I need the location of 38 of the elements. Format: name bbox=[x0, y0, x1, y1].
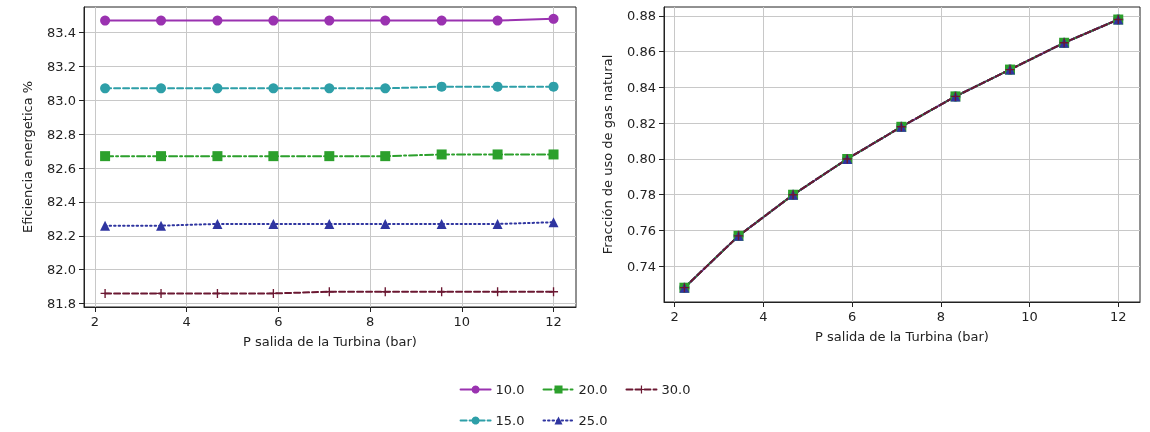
y-tick-label: 82.8 bbox=[47, 126, 76, 142]
y-tick-label: 82.4 bbox=[47, 194, 76, 210]
x-tick-label: 8 bbox=[936, 309, 945, 324]
y-tick-label: 0.74 bbox=[627, 258, 656, 274]
x-axis-title: P salida de la Turbina (bar) bbox=[815, 329, 989, 344]
legend-label: 10.0 bbox=[495, 382, 525, 397]
y-tick-label: 0.88 bbox=[627, 8, 656, 24]
x-axis-title: P salida de la Turbina (bar) bbox=[243, 334, 417, 349]
y-tick-label: 83.2 bbox=[47, 58, 76, 74]
legend-label: 30.0 bbox=[661, 382, 691, 397]
x-tick-label: 2 bbox=[90, 314, 100, 329]
y-axis-title: Fracción de uso de gas natural bbox=[600, 54, 615, 255]
y-tick-label: 0.86 bbox=[627, 44, 656, 60]
y-tick-label: 83.0 bbox=[47, 92, 76, 108]
x-tick-label: 10 bbox=[453, 314, 471, 329]
x-tick-label: 6 bbox=[847, 309, 857, 324]
x-tick-label: 12 bbox=[545, 314, 562, 329]
x-tick-label: 10 bbox=[1021, 309, 1038, 324]
y-tick-label: 0.76 bbox=[627, 222, 656, 238]
x-tick-label: 4 bbox=[182, 314, 191, 329]
y-tick-label: 0.84 bbox=[627, 79, 656, 95]
y-tick-label: 0.78 bbox=[627, 187, 656, 203]
y-tick-label: 82.0 bbox=[47, 262, 76, 278]
legend-label: 25.0 bbox=[578, 413, 608, 428]
x-tick-label: 12 bbox=[1109, 309, 1127, 324]
y-tick-label: 0.80 bbox=[627, 151, 656, 167]
legend-label: 15.0 bbox=[495, 413, 525, 428]
x-tick-label: 8 bbox=[365, 314, 375, 329]
legend-label: 20.0 bbox=[578, 382, 608, 397]
x-tick-label: 4 bbox=[759, 309, 768, 324]
y-tick-label: 81.8 bbox=[47, 296, 76, 312]
y-tick-label: 83.4 bbox=[47, 24, 76, 40]
y-tick-label: 82.6 bbox=[47, 160, 76, 176]
x-tick-label: 6 bbox=[274, 314, 283, 329]
y-tick-label: 82.2 bbox=[47, 228, 76, 244]
x-tick-label: 2 bbox=[670, 309, 679, 324]
y-axis-title: Eficiencia energetica % bbox=[20, 80, 35, 234]
y-tick-label: 0.82 bbox=[627, 115, 656, 131]
